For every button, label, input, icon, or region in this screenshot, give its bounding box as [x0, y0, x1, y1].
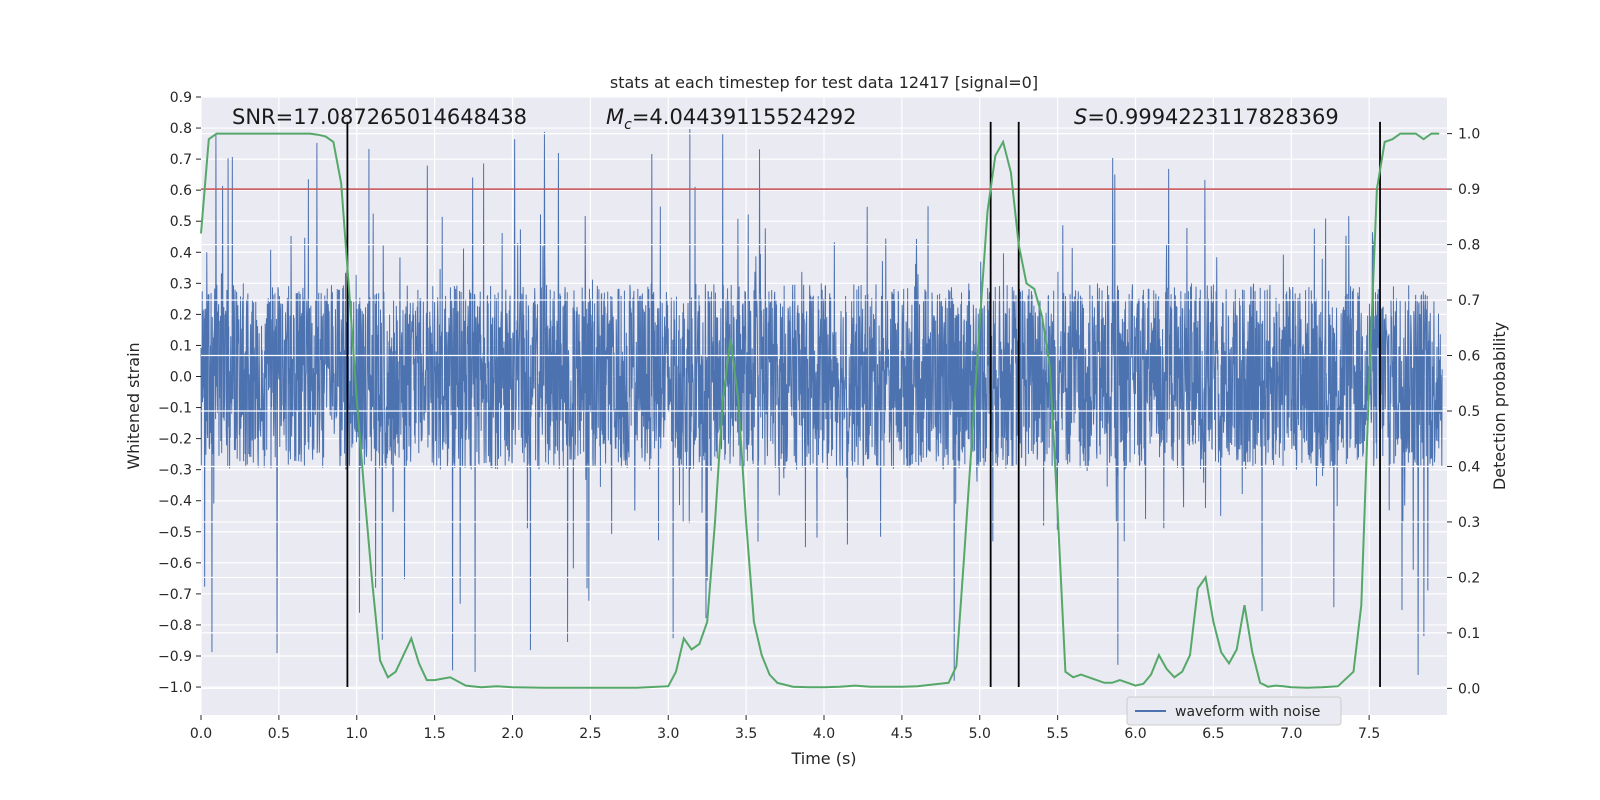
chirp-mass-annotation: Mc=4.04439115524292 — [606, 105, 857, 133]
y-tick-label: 0.4 — [170, 245, 192, 261]
waveform-line — [200, 129, 1443, 681]
waveform-series — [200, 129, 1443, 681]
y-tick-label: −0.1 — [158, 401, 192, 417]
x-tick-label: 4.5 — [891, 726, 913, 742]
y-tick-label: 0.6 — [170, 183, 192, 199]
x-tick-label: 3.0 — [657, 726, 679, 742]
detection-probability-line — [200, 132, 1440, 689]
x-tick-label: 6.0 — [1124, 726, 1146, 742]
y2-tick-label: 1.0 — [1458, 127, 1480, 143]
y-tick-label: −0.2 — [158, 432, 192, 448]
x-tick-label: 0.5 — [268, 726, 290, 742]
x-tick-label: 2.5 — [579, 726, 601, 742]
legend-label: waveform with noise — [1175, 704, 1320, 720]
s-annotation: S=0.9994223117828369 — [1074, 105, 1339, 129]
y-axis-ticks: 0.9 0.8 0.7 0.6 0.5 0.4 0.3 0.2 0.1 0.0 −0.1 −0.2 −0… — [158, 90, 201, 696]
y2-tick-label: 0.0 — [1458, 681, 1480, 697]
x-tick-label: 7.0 — [1280, 726, 1302, 742]
y-tick-label: −0.3 — [158, 463, 192, 479]
x-tick-label: 4.0 — [813, 726, 835, 742]
y-tick-label: 0.5 — [170, 214, 192, 230]
y-tick-label: 0.7 — [170, 152, 192, 168]
chart-title: stats at each timestep for test data 124… — [610, 73, 1038, 92]
x-tick-label: 2.0 — [501, 726, 523, 742]
x-tick-label: 1.0 — [346, 726, 368, 742]
y-tick-label: 0.8 — [170, 121, 192, 137]
y2-tick-label: 0.4 — [1458, 459, 1480, 475]
y2-tick-label: 0.1 — [1458, 626, 1480, 642]
legend: waveform with noise — [1126, 696, 1342, 726]
y2-axis-label: Detection probability — [1490, 322, 1509, 490]
snr-annotation: SNR=17.087265014648438 — [232, 105, 527, 129]
y-axis-label: Whitened strain — [124, 342, 143, 469]
legend-box — [1126, 696, 1342, 726]
x-tick-label: 6.5 — [1202, 726, 1224, 742]
y2-tick-label: 0.5 — [1458, 404, 1480, 420]
y-tick-label: 0.1 — [170, 338, 192, 354]
x-tick-label: 1.5 — [423, 726, 445, 742]
x-tick-label: 5.0 — [969, 726, 991, 742]
y-tick-label: −0.9 — [158, 649, 192, 665]
y-tick-label: −1.0 — [158, 680, 192, 696]
y2-tick-label: 0.8 — [1458, 238, 1480, 254]
y-tick-label: −0.5 — [158, 525, 192, 541]
x-tick-label: 0.0 — [190, 726, 212, 742]
y2-axis-ticks: 1.0 0.9 0.8 0.7 0.6 0.5 0.4 0.3 0.2 0.1 0.0 — [1447, 127, 1480, 697]
y2-tick-label: 0.9 — [1458, 182, 1480, 198]
y-tick-label: −0.7 — [158, 587, 192, 603]
vertical-marker-lines — [346, 121, 1381, 688]
x-tick-label: 3.5 — [735, 726, 757, 742]
y2-tick-label: 0.7 — [1458, 293, 1480, 309]
y-tick-label: 0.3 — [170, 276, 192, 292]
y-tick-label: −0.8 — [158, 618, 192, 634]
x-axis-label: Time (s) — [790, 749, 856, 768]
y-tick-label: −0.4 — [158, 494, 192, 510]
x-axis-ticks: 0.0 0.5 1.0 1.5 2.0 2.5 3.0 3.5 4.0 4.5 5.0 5.5 6.0 6… — [190, 715, 1380, 742]
x-tick-label: 5.5 — [1046, 726, 1068, 742]
y2-tick-label: 0.2 — [1458, 570, 1480, 586]
y-tick-label: 0.0 — [170, 369, 192, 385]
x-tick-label: 7.5 — [1358, 726, 1380, 742]
y-tick-label: 0.9 — [170, 90, 192, 106]
y-tick-label: 0.2 — [170, 307, 192, 323]
y2-tick-label: 0.3 — [1458, 515, 1480, 531]
y-tick-label: −0.6 — [158, 556, 192, 572]
y2-tick-label: 0.6 — [1458, 349, 1480, 365]
